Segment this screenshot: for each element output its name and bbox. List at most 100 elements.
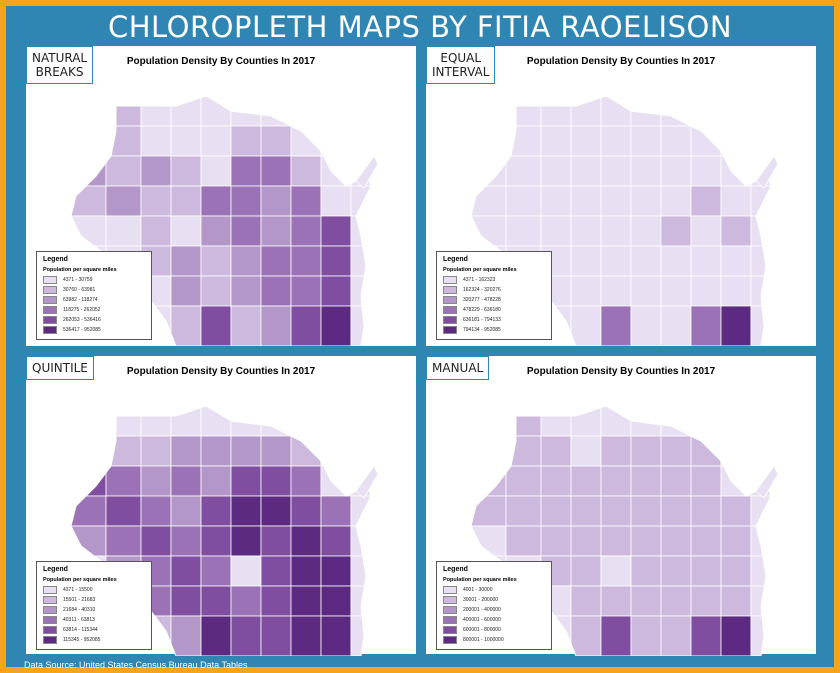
legend-item: 636181 - 794133 bbox=[443, 315, 545, 325]
county bbox=[200, 406, 232, 437]
legend-swatch bbox=[443, 586, 457, 594]
legend-label: 794134 - 952085 bbox=[463, 327, 501, 333]
county bbox=[290, 495, 322, 527]
county bbox=[600, 406, 632, 437]
legend-label: 800001 - 1000000 bbox=[463, 637, 504, 643]
county bbox=[471, 435, 507, 467]
county bbox=[540, 465, 572, 497]
county bbox=[320, 125, 352, 157]
legend-item: 200001 - 400000 bbox=[443, 605, 545, 615]
county bbox=[690, 155, 722, 187]
legend-item: 478229 - 636180 bbox=[443, 305, 545, 315]
legend-item: 4371 - 162323 bbox=[443, 275, 545, 285]
legend-item: 794134 - 952085 bbox=[443, 325, 545, 335]
legend-rows: 4371 - 30759 30760 - 63981 63982 - 118274 1… bbox=[43, 275, 145, 335]
county bbox=[630, 495, 662, 527]
legend-swatch bbox=[43, 616, 57, 624]
legend-title: Legend bbox=[443, 256, 468, 263]
county bbox=[230, 125, 262, 157]
legend-item: 40311 - 63813 bbox=[43, 615, 145, 625]
county bbox=[600, 435, 632, 467]
county bbox=[105, 96, 142, 127]
county bbox=[200, 125, 232, 157]
county bbox=[750, 406, 771, 437]
county bbox=[260, 406, 292, 437]
county bbox=[230, 465, 262, 497]
panel-natural-breaks: NATURAL BREAKS Population Density By Cou… bbox=[26, 46, 416, 346]
county bbox=[690, 96, 722, 127]
county bbox=[660, 305, 692, 346]
county bbox=[320, 215, 352, 247]
county bbox=[505, 435, 542, 467]
county bbox=[200, 465, 232, 497]
county bbox=[660, 96, 692, 127]
legend-subtitle: Population per square miles bbox=[443, 267, 517, 273]
legend-item: 400001 - 600000 bbox=[443, 615, 545, 625]
county bbox=[170, 525, 202, 557]
county bbox=[140, 495, 172, 527]
county bbox=[260, 215, 292, 247]
legend-label: 4371 - 15500 bbox=[63, 587, 93, 593]
legend-rows: 4371 - 162323 162324 - 320276 320277 - 478… bbox=[443, 275, 545, 335]
county bbox=[105, 125, 142, 157]
county bbox=[230, 305, 262, 346]
county bbox=[170, 185, 202, 217]
county bbox=[170, 495, 202, 527]
county bbox=[350, 215, 371, 247]
county bbox=[200, 245, 232, 277]
legend-item: 320277 - 478228 bbox=[443, 295, 545, 305]
county bbox=[230, 615, 262, 656]
county bbox=[720, 406, 752, 437]
county bbox=[720, 275, 752, 307]
door-peninsula bbox=[755, 465, 779, 499]
county bbox=[170, 215, 202, 247]
county bbox=[320, 615, 352, 656]
county bbox=[230, 406, 262, 437]
map-title: Population Density By Counties In 2017 bbox=[126, 56, 316, 67]
county bbox=[170, 406, 202, 437]
county bbox=[230, 96, 262, 127]
county bbox=[200, 305, 232, 346]
county bbox=[200, 495, 232, 527]
county bbox=[570, 215, 602, 247]
poster-background: CHLOROPLETH MAPS BY FITIA RAOELISON NATU… bbox=[6, 6, 834, 670]
legend-label: 30001 - 200000 bbox=[463, 597, 499, 603]
county bbox=[260, 245, 292, 277]
county bbox=[570, 275, 602, 307]
county bbox=[471, 406, 507, 437]
county bbox=[200, 215, 232, 247]
legend-swatch bbox=[443, 296, 457, 304]
legend-title: Legend bbox=[443, 566, 468, 573]
legend-swatch bbox=[443, 286, 457, 294]
county bbox=[600, 185, 632, 217]
county bbox=[230, 185, 262, 217]
county bbox=[600, 525, 632, 557]
legend-swatch bbox=[443, 636, 457, 644]
legend-item: 63814 - 115344 bbox=[43, 625, 145, 635]
county bbox=[320, 275, 352, 307]
county bbox=[140, 215, 172, 247]
county bbox=[720, 525, 752, 557]
county bbox=[690, 585, 722, 617]
county bbox=[350, 525, 371, 557]
legend-subtitle: Population per square miles bbox=[43, 577, 117, 583]
legend-swatch bbox=[443, 326, 457, 334]
county bbox=[290, 125, 322, 157]
county bbox=[471, 465, 507, 497]
county bbox=[71, 96, 107, 127]
county bbox=[600, 495, 632, 527]
legend-box: Legend Population per square miles 4371 … bbox=[36, 561, 152, 650]
legend-item: 21684 - 40310 bbox=[43, 605, 145, 615]
county bbox=[600, 155, 632, 187]
legend-subtitle: Population per square miles bbox=[443, 577, 517, 583]
county bbox=[505, 125, 542, 157]
county bbox=[140, 525, 172, 557]
county bbox=[170, 585, 202, 617]
county bbox=[570, 185, 602, 217]
county bbox=[690, 495, 722, 527]
county bbox=[230, 555, 262, 587]
legend-item: 15501 - 21683 bbox=[43, 595, 145, 605]
county bbox=[690, 406, 722, 437]
legend-box: Legend Population per square miles 4001 … bbox=[436, 561, 552, 650]
county bbox=[290, 275, 322, 307]
